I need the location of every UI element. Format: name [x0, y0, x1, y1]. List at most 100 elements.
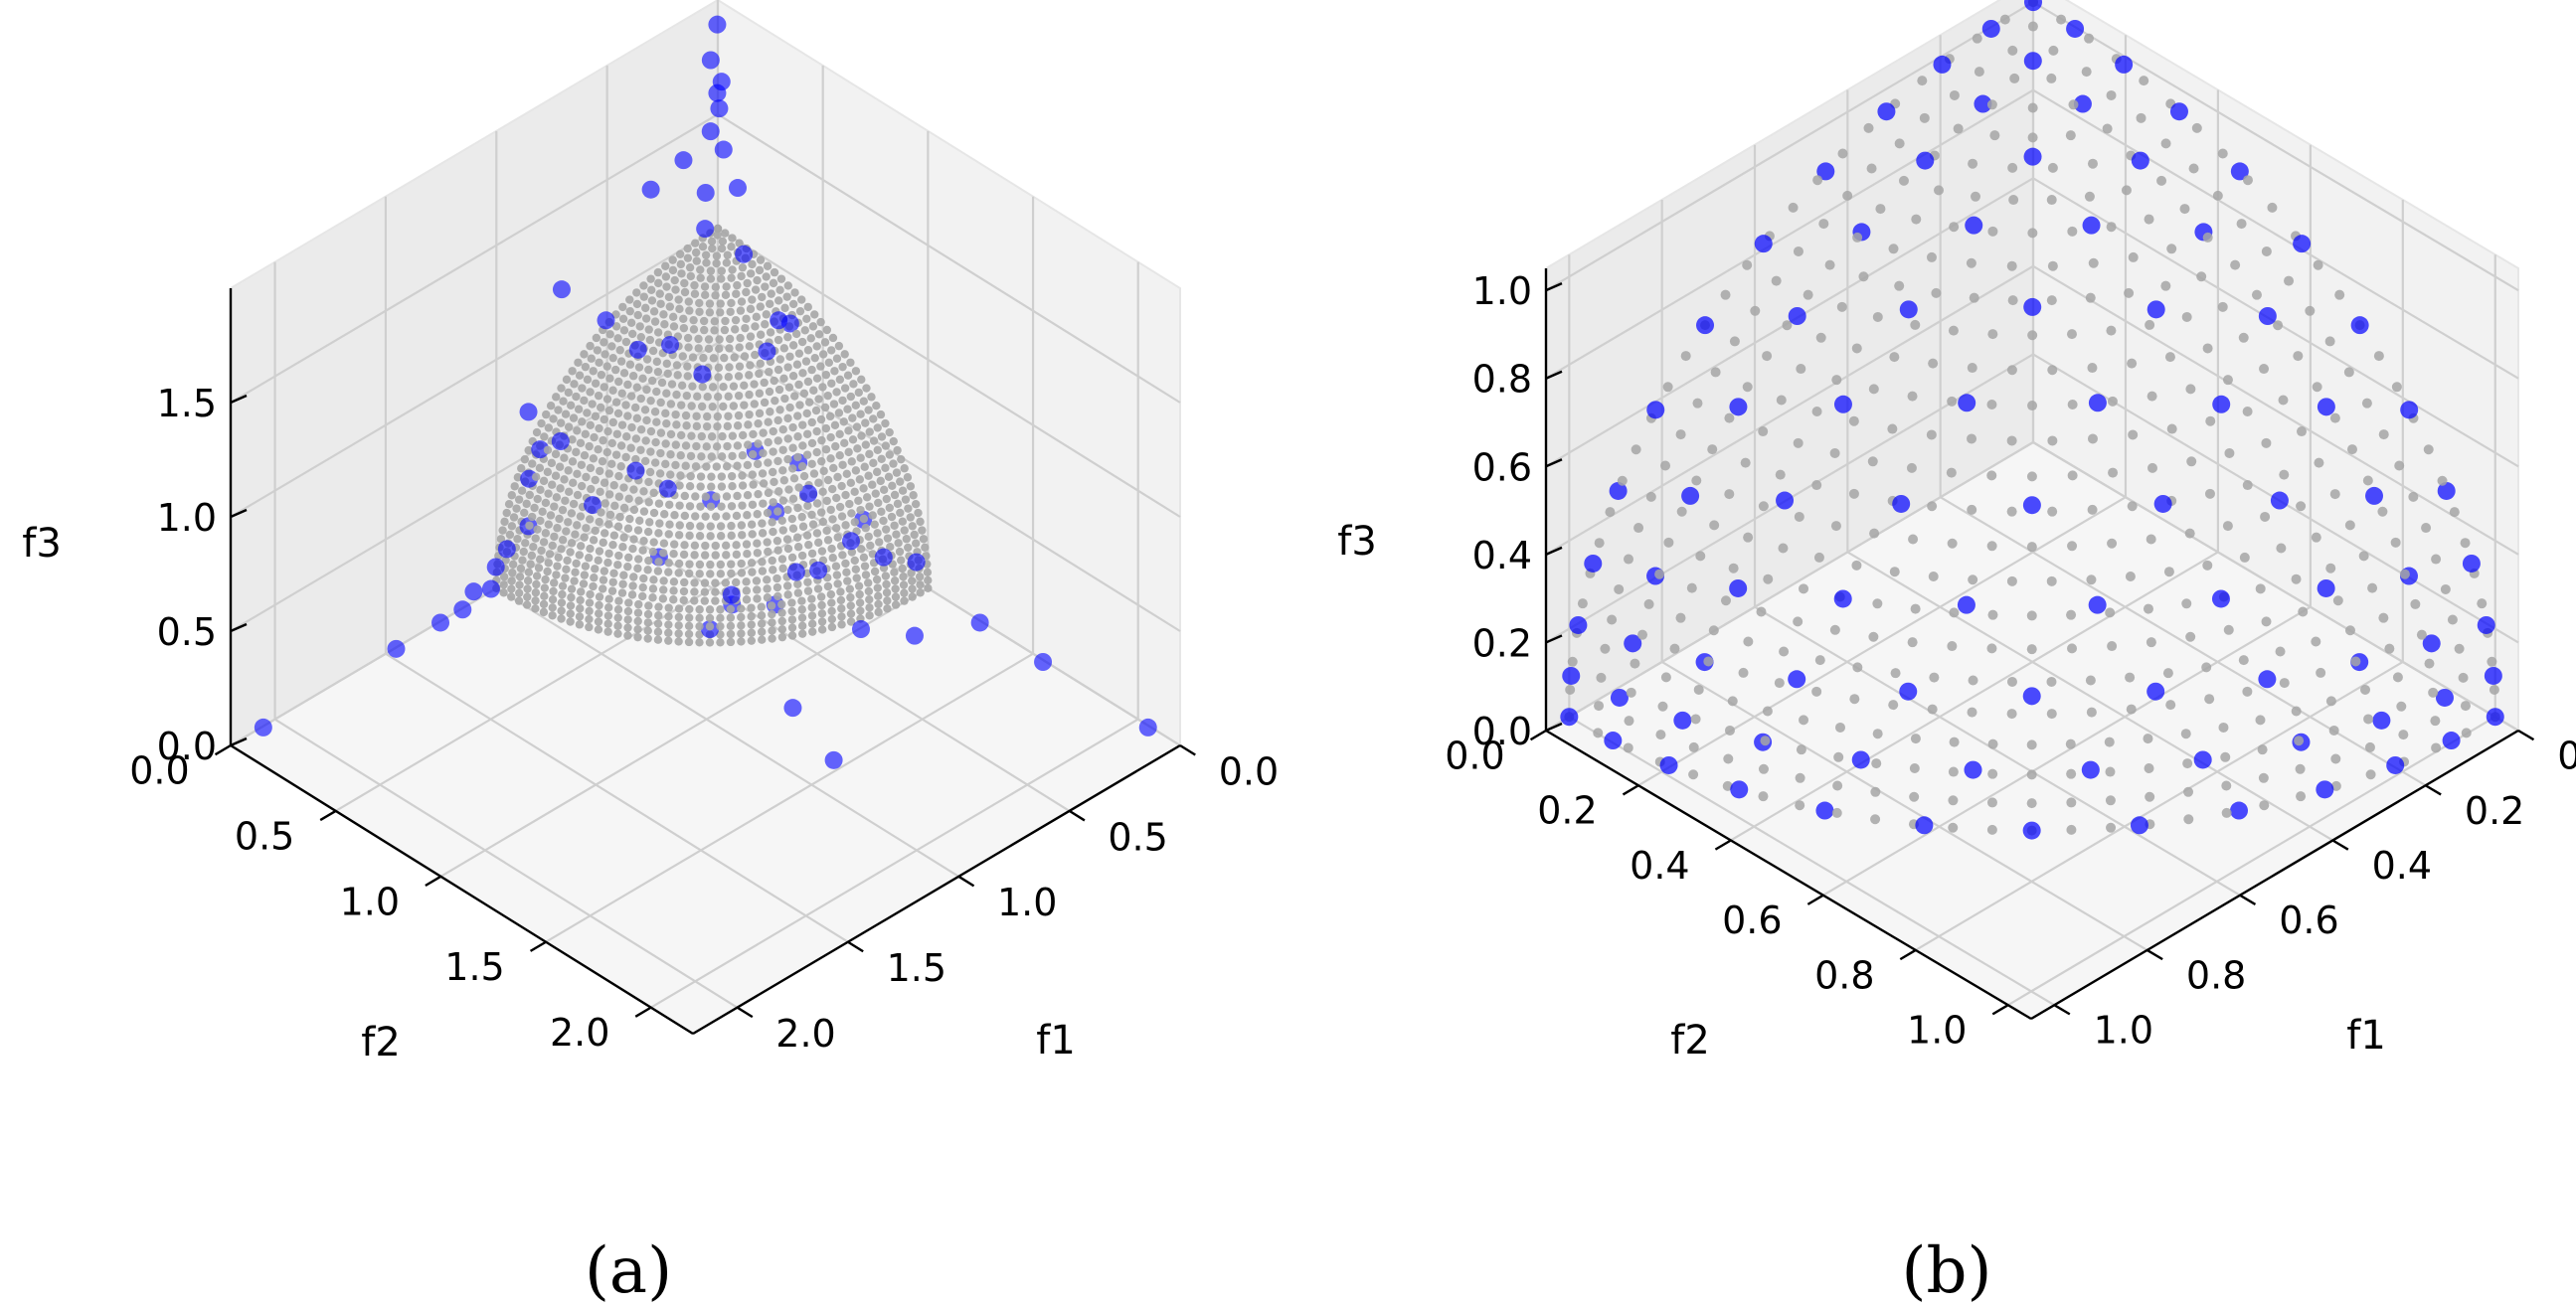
data-point: [2023, 52, 2042, 71]
surface-point: [2056, 14, 2067, 25]
surface-point: [2147, 391, 2157, 402]
surface-point: [2143, 734, 2153, 744]
surface-point: [838, 460, 847, 469]
surface-point: [842, 469, 852, 479]
data-point: [2484, 666, 2502, 685]
surface-point: [833, 472, 842, 482]
data-point: [1915, 816, 1934, 835]
surface-point: [817, 435, 826, 445]
surface-point: [1692, 398, 1703, 409]
surface-point: [859, 397, 868, 406]
surface-point: [617, 588, 627, 597]
surface-point: [2251, 289, 2262, 300]
surface-point: [696, 265, 705, 274]
tick-mark-f3: [1545, 634, 1563, 644]
surface-point: [816, 414, 826, 424]
surface-point: [500, 517, 509, 527]
surface-point: [2067, 470, 2078, 481]
surface-point: [683, 362, 692, 371]
surface-point: [2180, 729, 2191, 739]
surface-point: [697, 452, 706, 461]
surface-point: [1987, 738, 1998, 749]
surface-point: [1986, 797, 1997, 808]
surface-point: [812, 447, 821, 457]
surface-point: [676, 471, 685, 480]
surface-point: [744, 420, 753, 429]
surface-point: [837, 604, 846, 613]
surface-point: [504, 499, 514, 509]
surface-point: [683, 372, 692, 381]
surface-point: [782, 581, 792, 590]
surface-point: [714, 363, 724, 373]
surface-point: [852, 573, 861, 582]
surface-point: [536, 516, 545, 526]
surface-point: [2416, 629, 2427, 640]
surface-point: [629, 535, 638, 544]
surface-point: [1707, 444, 1718, 455]
surface-point: [889, 459, 898, 468]
tick-mark-f3: [1545, 282, 1563, 292]
surface-point: [743, 490, 753, 500]
surface-point: [840, 350, 849, 359]
surface-point: [2329, 489, 2340, 500]
surface-point: [706, 502, 716, 511]
surface-point: [793, 432, 802, 441]
data-point: [799, 484, 818, 503]
surface-point: [653, 567, 663, 575]
surface-point: [696, 502, 705, 511]
surface-point: [795, 401, 804, 409]
surface-point: [689, 325, 699, 334]
surface-point: [2086, 574, 2097, 585]
surface-point: [708, 383, 718, 392]
surface-point: [1948, 325, 1959, 336]
surface-point: [1872, 598, 1883, 609]
tick-label-f1: 0.6: [2279, 899, 2338, 942]
surface-point: [1927, 501, 1938, 512]
data-point: [2350, 316, 2369, 335]
data-point: [1899, 300, 1918, 319]
surface-point: [671, 440, 681, 449]
surface-point: [639, 507, 649, 516]
surface-point: [827, 379, 836, 388]
data-point: [2066, 19, 2085, 38]
surface-point: [2143, 603, 2153, 614]
surface-point: [532, 572, 542, 580]
surface-point: [758, 567, 768, 575]
surface-point: [1986, 824, 1997, 835]
surface-point: [623, 615, 632, 624]
surface-point: [751, 285, 761, 294]
surface-point: [684, 613, 694, 622]
surface-point: [754, 439, 763, 448]
surface-point: [2330, 753, 2341, 764]
surface-point: [2461, 728, 2472, 738]
surface-point: [1848, 415, 1859, 426]
surface-point: [636, 424, 646, 434]
data-point: [1877, 102, 1896, 121]
surface-point: [788, 422, 797, 432]
surface-point: [2221, 807, 2232, 818]
surface-point: [644, 365, 653, 375]
data-point: [1916, 151, 1935, 170]
surface-point: [1868, 384, 1879, 395]
surface-point: [706, 266, 716, 275]
surface-point: [553, 524, 562, 533]
surface-point: [638, 582, 647, 592]
surface-point: [617, 389, 626, 399]
surface-point: [1888, 700, 1899, 711]
surface-point: [537, 418, 546, 428]
surface-point: [2046, 73, 2057, 83]
surface-point: [604, 594, 613, 603]
surface-point: [1947, 538, 1958, 549]
surface-point: [1720, 595, 1731, 606]
surface-point: [589, 536, 599, 545]
surface-point: [763, 575, 772, 584]
surface-point: [643, 618, 653, 627]
surface-point: [682, 421, 691, 430]
surface-point: [753, 549, 763, 558]
surface-point: [647, 285, 656, 294]
surface-point: [848, 435, 858, 444]
surface-point: [1926, 429, 1937, 440]
surface-point: [823, 581, 833, 591]
surface-point: [719, 382, 728, 392]
surface-point: [832, 493, 841, 503]
